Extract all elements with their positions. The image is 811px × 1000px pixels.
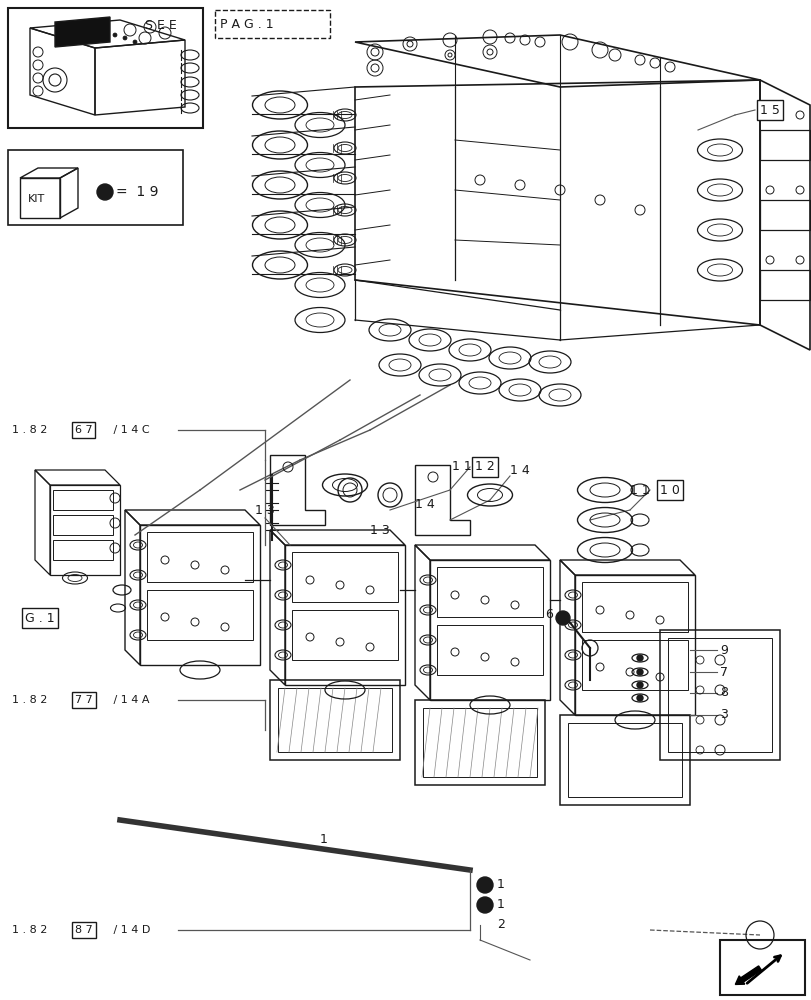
Bar <box>659 630 779 760</box>
Bar <box>581 582 687 632</box>
Circle shape <box>636 655 642 661</box>
Bar <box>560 715 689 805</box>
Bar <box>8 150 182 225</box>
Text: 1 3: 1 3 <box>255 504 274 516</box>
Bar <box>719 940 804 995</box>
Text: / 1 4 D: / 1 4 D <box>109 925 150 935</box>
Bar <box>147 590 253 640</box>
Text: 6: 6 <box>544 607 552 620</box>
Bar <box>53 540 113 560</box>
Bar <box>759 270 809 300</box>
Text: 1 4: 1 4 <box>414 498 434 512</box>
Text: 6 7: 6 7 <box>75 425 92 435</box>
Text: 1: 1 <box>496 898 504 911</box>
Text: 1 4: 1 4 <box>509 464 529 477</box>
Text: P A G . 1: P A G . 1 <box>220 18 273 31</box>
Bar <box>215 10 329 38</box>
Bar <box>53 515 113 535</box>
Text: 7: 7 <box>719 666 727 678</box>
Circle shape <box>636 695 642 701</box>
Circle shape <box>556 611 569 625</box>
Text: =  1 9: = 1 9 <box>116 185 158 199</box>
Text: 1 1: 1 1 <box>452 460 471 474</box>
Polygon shape <box>55 17 109 47</box>
Bar <box>292 552 397 602</box>
Bar <box>423 708 536 777</box>
Bar <box>436 567 543 617</box>
Bar <box>414 700 544 785</box>
Text: 1 1: 1 1 <box>629 484 649 496</box>
Bar <box>581 640 687 690</box>
Bar <box>292 610 397 660</box>
Text: 1 5: 1 5 <box>759 104 779 117</box>
Bar <box>270 680 400 760</box>
Circle shape <box>636 669 642 675</box>
Circle shape <box>113 33 117 37</box>
Circle shape <box>476 897 492 913</box>
Text: 1 3: 1 3 <box>370 524 389 536</box>
Bar <box>147 532 253 582</box>
Text: KIT: KIT <box>28 194 45 204</box>
Text: 1 . 8 2: 1 . 8 2 <box>12 695 47 705</box>
Text: 1 . 8 2: 1 . 8 2 <box>12 425 47 435</box>
FancyArrow shape <box>735 966 761 984</box>
Bar <box>759 130 809 160</box>
Text: 8: 8 <box>719 686 727 700</box>
Text: 1 . 8 2: 1 . 8 2 <box>12 925 47 935</box>
Circle shape <box>97 184 113 200</box>
Text: 1: 1 <box>496 878 504 891</box>
Text: 2: 2 <box>496 918 504 931</box>
Bar <box>53 490 113 510</box>
Circle shape <box>133 40 137 44</box>
Text: S E E: S E E <box>145 19 177 32</box>
Bar <box>277 688 392 752</box>
Bar <box>667 638 771 752</box>
Text: / 1 4 A: / 1 4 A <box>109 695 149 705</box>
Text: 1: 1 <box>320 833 328 846</box>
Bar <box>430 560 549 700</box>
Text: 9: 9 <box>719 644 727 656</box>
Bar <box>759 200 809 230</box>
Text: 3: 3 <box>719 708 727 722</box>
Bar <box>568 723 681 797</box>
Circle shape <box>636 682 642 688</box>
Text: 1 2: 1 2 <box>474 460 494 474</box>
Circle shape <box>476 877 492 893</box>
Text: G . 1: G . 1 <box>25 611 54 624</box>
Text: 8 7: 8 7 <box>75 925 92 935</box>
Bar <box>436 625 543 675</box>
Text: 7 7: 7 7 <box>75 695 92 705</box>
Bar <box>8 8 203 128</box>
Bar <box>285 545 405 685</box>
Bar <box>574 575 694 715</box>
Text: 1 0: 1 0 <box>659 484 679 496</box>
Circle shape <box>122 36 127 40</box>
Bar <box>139 525 260 665</box>
Text: / 1 4 C: / 1 4 C <box>109 425 149 435</box>
